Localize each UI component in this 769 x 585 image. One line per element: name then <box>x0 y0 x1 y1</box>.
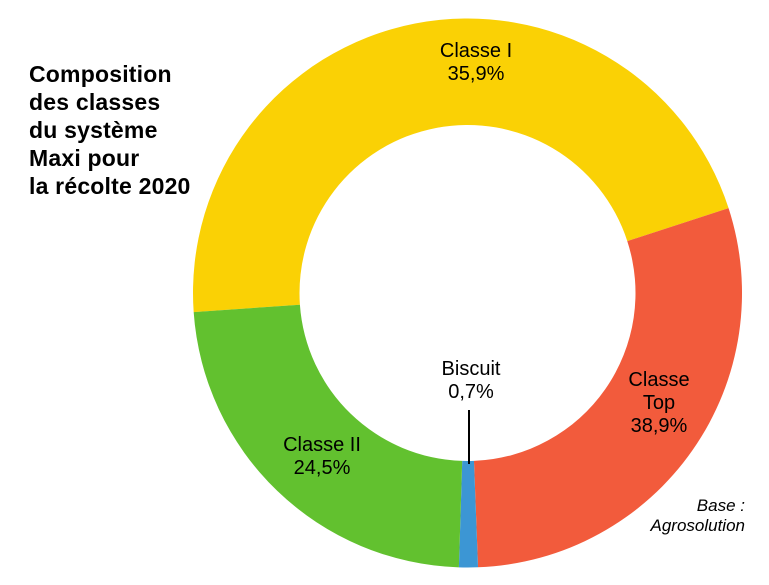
label-biscuit-name: Biscuit <box>441 358 501 380</box>
label-biscuit-value: 0,7% <box>448 381 494 403</box>
chart-title: Composition des classes du système Maxi … <box>29 60 191 200</box>
chart-title-line: Composition <box>29 61 172 87</box>
chart-title-line: du système <box>29 117 158 143</box>
label-classe-top-value: 38,9% <box>630 415 688 437</box>
label-classe-top-name2: Top <box>642 392 676 414</box>
label-classe-ii-name: Classe II <box>283 434 361 456</box>
donut-segments <box>192 18 743 568</box>
label-classe-top-name1: Classe <box>628 369 690 391</box>
label-classe-ii: Classe II 24,5% <box>283 434 361 480</box>
label-classe-i: Classe I 35,9% <box>440 40 512 86</box>
chart-title-line: Maxi pour <box>29 145 140 171</box>
segment-biscuit <box>458 460 479 568</box>
label-biscuit: Biscuit 0,7% <box>442 358 501 404</box>
biscuit-leader-line <box>468 410 470 464</box>
label-classe-i-name: Classe I <box>439 40 513 62</box>
source-note-line2: Agrosolution <box>650 516 745 535</box>
chart-title-line: des classes <box>29 89 161 115</box>
segment-classe-ii <box>193 304 463 568</box>
label-classe-ii-value: 24,5% <box>293 457 351 479</box>
chart-title-line: la récolte 2020 <box>29 173 191 199</box>
source-note-line1: Base : <box>696 496 745 515</box>
segment-classe-i <box>192 18 729 313</box>
segment-classe-top <box>473 208 743 568</box>
label-classe-i-value: 35,9% <box>447 63 505 85</box>
label-classe-top: Classe Top 38,9% <box>628 369 689 438</box>
source-note: Base : Agrosolution <box>650 496 745 536</box>
